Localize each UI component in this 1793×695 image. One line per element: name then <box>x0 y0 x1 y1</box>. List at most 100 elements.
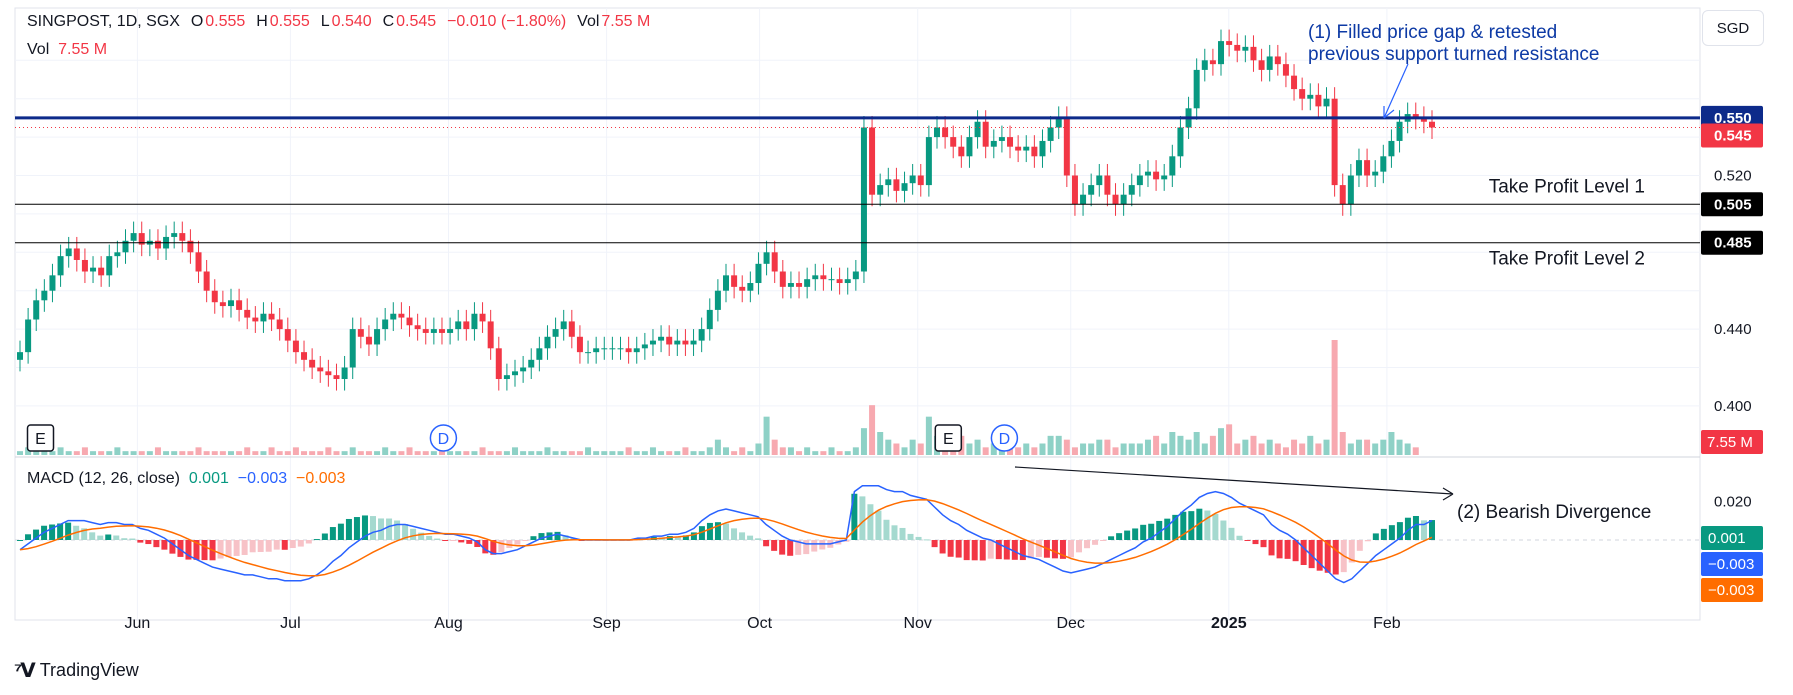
candle-body <box>933 127 940 138</box>
candle-body <box>382 319 389 330</box>
candle-body <box>1331 98 1338 186</box>
volume-bar <box>974 439 981 455</box>
candle-body <box>747 283 754 291</box>
price-axis-badge-label: 0.505 <box>1714 196 1752 213</box>
volume-bar <box>90 451 97 455</box>
macd-histogram-bar <box>1364 540 1371 542</box>
candle-body <box>365 336 372 345</box>
volume-bar <box>1063 439 1070 455</box>
macd-histogram-bar <box>1180 511 1187 540</box>
volume-axis-badge <box>1701 430 1763 454</box>
candle-body <box>544 336 551 349</box>
volume-bar <box>869 405 876 455</box>
close-value: 0.545 <box>396 13 437 30</box>
volume-bar <box>422 451 429 455</box>
price-axis-badge-label: 0.550 <box>1714 110 1752 127</box>
annotation-divergence: (2) Bearish Divergence <box>1457 502 1651 523</box>
macd-histogram-bar <box>811 540 818 552</box>
candle-body <box>187 240 194 253</box>
volume-bar <box>739 447 746 455</box>
candle-body <box>1169 156 1176 176</box>
high-value: 0.555 <box>269 13 310 30</box>
symbol-name[interactable]: SINGPOST, 1D, SGX <box>27 13 180 30</box>
event-marker-label: D <box>438 431 450 448</box>
candle-body <box>430 329 437 333</box>
candle-body <box>1144 171 1151 176</box>
macd-histogram-bar <box>410 528 417 540</box>
volume-bar <box>641 451 648 455</box>
candle-body <box>731 275 738 287</box>
volume-bar <box>203 451 210 455</box>
macd-histogram-bar <box>1324 540 1331 573</box>
macd-histogram-bar <box>883 519 890 540</box>
macd-histogram-bar <box>1356 540 1363 551</box>
macd-axis-badge-label: 0.001 <box>1708 530 1746 547</box>
candle-body <box>309 359 316 368</box>
candle-body <box>1388 140 1395 157</box>
horizontal-levels[interactable]: Take Profit Level 1 Take Profit Level 2 <box>15 116 1700 270</box>
macd-histogram-bar <box>1244 540 1251 541</box>
time-axis-tick: Dec <box>1056 615 1084 632</box>
candle-body <box>81 259 88 272</box>
volume-bar <box>292 447 299 455</box>
volume-bar <box>455 451 462 455</box>
macd-histogram-bar <box>490 540 497 555</box>
macd-histogram-bar <box>434 538 441 540</box>
candle-body <box>122 240 129 253</box>
volume-bar <box>252 451 259 455</box>
volume-bar <box>617 451 624 455</box>
candle-body <box>284 329 291 341</box>
volume-bar <box>195 447 202 455</box>
tradingview-logo[interactable]: ⁷𝗩 TradingView <box>14 658 139 683</box>
annotations: (1) Filled price gap & retestedprevious … <box>1014 22 1651 523</box>
candle-body <box>1250 46 1257 61</box>
candle-body <box>796 283 803 287</box>
candle-body <box>422 329 429 333</box>
dividend-marker <box>429 424 458 452</box>
candle-body <box>495 348 502 380</box>
volume-bar <box>98 451 105 455</box>
candle-body <box>349 329 356 368</box>
macd-histogram-bar <box>739 532 746 540</box>
macd-histogram-bar <box>971 540 978 561</box>
price-axis-badge-label: 0.545 <box>1714 128 1752 145</box>
candle-body <box>649 340 656 345</box>
macd-axis-badge <box>1701 552 1763 576</box>
volume-bar <box>925 416 932 455</box>
volume-bar <box>1396 439 1403 455</box>
candle-body <box>227 300 234 307</box>
macd-histogram-bar <box>731 528 738 540</box>
currency-button[interactable]: SGD <box>1702 10 1764 46</box>
macd-histogram-bar <box>1124 530 1131 540</box>
candle-body <box>568 321 575 337</box>
volume-bar <box>1104 439 1111 455</box>
macd-histogram-bar <box>1172 514 1179 540</box>
volume-bar <box>982 447 989 455</box>
candle-body <box>341 367 348 380</box>
macd-legend-label[interactable]: MACD (12, 26, close) <box>27 470 180 487</box>
volume-bar <box>114 447 121 455</box>
candle-body <box>852 271 859 280</box>
macd-histogram-bar <box>49 524 56 540</box>
volume-bar <box>487 451 494 455</box>
volume-bar <box>633 451 640 455</box>
macd-histogram-bar <box>249 540 256 553</box>
volume-bar <box>430 451 437 455</box>
macd-histogram-bar <box>763 540 770 547</box>
candle-body <box>1071 175 1078 205</box>
candle-body <box>276 319 283 330</box>
candle-body <box>658 336 665 341</box>
macd-histogram-bar <box>1300 540 1307 565</box>
macd-histogram-bar <box>530 536 537 540</box>
macd-histogram-bar <box>25 534 32 540</box>
macd-histogram-bar <box>1140 524 1147 540</box>
macd-histogram-bar <box>955 540 962 558</box>
close-label: C <box>382 13 395 30</box>
volume-bar <box>276 451 283 455</box>
volume-bar <box>909 439 916 455</box>
candle-body <box>585 352 592 354</box>
macd-histogram-bar <box>129 538 136 540</box>
volume-bar <box>1007 447 1014 455</box>
